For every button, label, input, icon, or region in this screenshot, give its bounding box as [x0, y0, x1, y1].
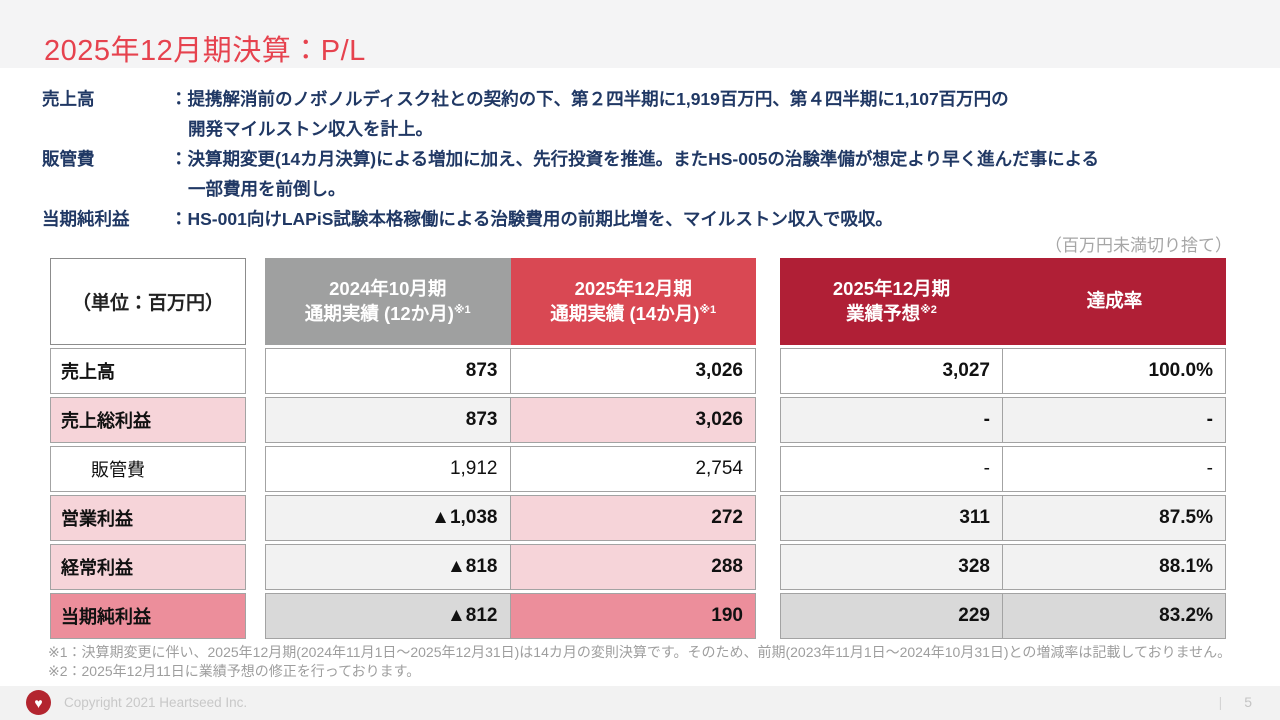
title-band [0, 0, 1280, 68]
header-fy2025-actual: 2025年12月期 通期実績 (14か月)※1 [510, 258, 756, 345]
row-label-gross-profit: 売上総利益 [50, 397, 246, 443]
cell-ordinary-forecast: 328 [780, 544, 1003, 590]
bullet-line1: ：提携解消前のノボノルディスク社との契約の下、第２四半期に1,919百万円、第４… [170, 89, 1009, 109]
header-fy2024-actual: 2024年10月期 通期実績 (12か月)※1 [265, 258, 511, 345]
rounding-note: （百万円未満切り捨て） [1045, 236, 1232, 255]
summary-bullets: 売上高 ：提携解消前のノボノルディスク社との契約の下、第２四半期に1,919百万… [42, 84, 1244, 234]
cell-operating-fy2025: 272 [510, 495, 756, 541]
cell-net-forecast: 229 [780, 593, 1003, 639]
bullet-sga: 販管費 ：決算期変更(14カ月決算)による増加に加え、先行投資を推進。またHS-… [42, 144, 1244, 204]
cell-sga-fy2024: 1,912 [265, 446, 511, 492]
row-label-operating: 営業利益 [50, 495, 246, 541]
footnote-marker: ※1 [453, 303, 471, 316]
header-line1: 達成率 [1086, 290, 1143, 312]
page-number: 5 [1244, 694, 1252, 710]
bullet-line1: ：決算期変更(14カ月決算)による増加に加え、先行投資を推進。またHS-005の… [170, 149, 1100, 169]
cell-ordinary-fy2024: ▲818 [265, 544, 511, 590]
page-title: 2025年12月期決算：P/L [44, 35, 366, 67]
bullet-text: ：HS-001向けLAPiS試験本格稼働による治験費用の前期比増を、マイルストン… [170, 204, 1244, 234]
bullet-line2: 開発マイルストン収入を計上。 [188, 119, 433, 139]
copyright-text: Copyright 2021 Heartseed Inc. [64, 695, 248, 710]
bullet-text: ：決算期変更(14カ月決算)による増加に加え、先行投資を推進。またHS-005の… [170, 144, 1244, 204]
header-line2: 通期実績 (12か月)※1 [304, 302, 471, 324]
unit-label-cell: （単位：百万円） [50, 258, 246, 345]
bullet-line1: ：HS-001向けLAPiS試験本格稼働による治験費用の前期比増を、マイルストン… [170, 209, 893, 229]
cell-net-fy2024: ▲812 [265, 593, 511, 639]
page-divider: | [1218, 694, 1223, 710]
bullet-term: 当期純利益 [42, 209, 130, 229]
cell-sales-fy2024: 873 [265, 348, 511, 394]
heartseed-logo: ♥ [26, 690, 51, 715]
footnotes: ※1：決算期変更に伴い、2025年12月期(2024年11月1日～2025年12… [48, 643, 1231, 681]
page-number-area: | 5 [1219, 694, 1252, 710]
cell-ordinary-fy2025: 288 [510, 544, 756, 590]
cell-gross-achievement: - [1003, 397, 1226, 443]
bullet-revenue: 売上高 ：提携解消前のノボノルディスク社との契約の下、第２四半期に1,919百万… [42, 84, 1244, 144]
footnote-1: ※1：決算期変更に伴い、2025年12月期(2024年11月1日～2025年12… [48, 644, 1232, 660]
header-achievement-rate: 達成率 [1003, 258, 1226, 345]
pl-table-actuals: 2024年10月期 通期実績 (12か月)※1 2025年12月期 通期実績 (… [265, 258, 756, 639]
header-line1: 2025年12月期 [832, 278, 951, 300]
header-line2: 通期実績 (14か月)※1 [550, 302, 717, 324]
bullet-term: 売上高 [42, 89, 95, 109]
row-label-sga: 販管費 [50, 446, 246, 492]
cell-net-achievement: 83.2% [1003, 593, 1226, 639]
cell-sales-forecast: 3,027 [780, 348, 1003, 394]
cell-net-fy2025: 190 [510, 593, 756, 639]
header-fy2025-forecast: 2025年12月期 業績予想※2 [780, 258, 1003, 345]
bullet-line2: 一部費用を前倒し。 [188, 179, 346, 199]
cell-sga-fy2025: 2,754 [510, 446, 756, 492]
row-label-ordinary: 経常利益 [50, 544, 246, 590]
header-line1: 2025年12月期 [574, 278, 692, 300]
heart-icon: ♥ [34, 694, 43, 711]
footnote-marker: ※2 [920, 303, 937, 316]
cell-operating-fy2024: ▲1,038 [265, 495, 511, 541]
footnote-2: ※2：2025年12月11日に業績予想の修正を行っております。 [48, 663, 421, 679]
row-label-sales: 売上高 [50, 348, 246, 394]
cell-ordinary-achievement: 88.1% [1003, 544, 1226, 590]
cell-sga-forecast: - [780, 446, 1003, 492]
cell-sales-fy2025: 3,026 [510, 348, 756, 394]
footer-bar: ♥ Copyright 2021 Heartseed Inc. | 5 [0, 686, 1280, 720]
cell-sga-achievement: - [1003, 446, 1226, 492]
pl-table-row-labels: （単位：百万円） 売上高 売上総利益 販管費 営業利益 経常利益 当期純利益 [50, 258, 246, 639]
bullet-text: ：提携解消前のノボノルディスク社との契約の下、第２四半期に1,919百万円、第４… [170, 84, 1244, 144]
cell-sales-achievement: 100.0% [1003, 348, 1226, 394]
pl-table-forecast: 2025年12月期 業績予想※2 達成率 3,027 100.0% - - - … [780, 258, 1226, 639]
bullet-term: 販管費 [42, 149, 95, 169]
bullet-net-income: 当期純利益 ：HS-001向けLAPiS試験本格稼働による治験費用の前期比増を、… [42, 204, 1244, 234]
cell-gross-fy2025: 3,026 [510, 397, 756, 443]
cell-gross-forecast: - [780, 397, 1003, 443]
cell-gross-fy2024: 873 [265, 397, 511, 443]
header-line1: 2024年10月期 [329, 278, 447, 300]
cell-operating-forecast: 311 [780, 495, 1003, 541]
footnote-marker: ※1 [699, 303, 717, 316]
cell-operating-achievement: 87.5% [1003, 495, 1226, 541]
row-label-net-income: 当期純利益 [50, 593, 246, 639]
header-line2: 業績予想※2 [846, 302, 937, 324]
